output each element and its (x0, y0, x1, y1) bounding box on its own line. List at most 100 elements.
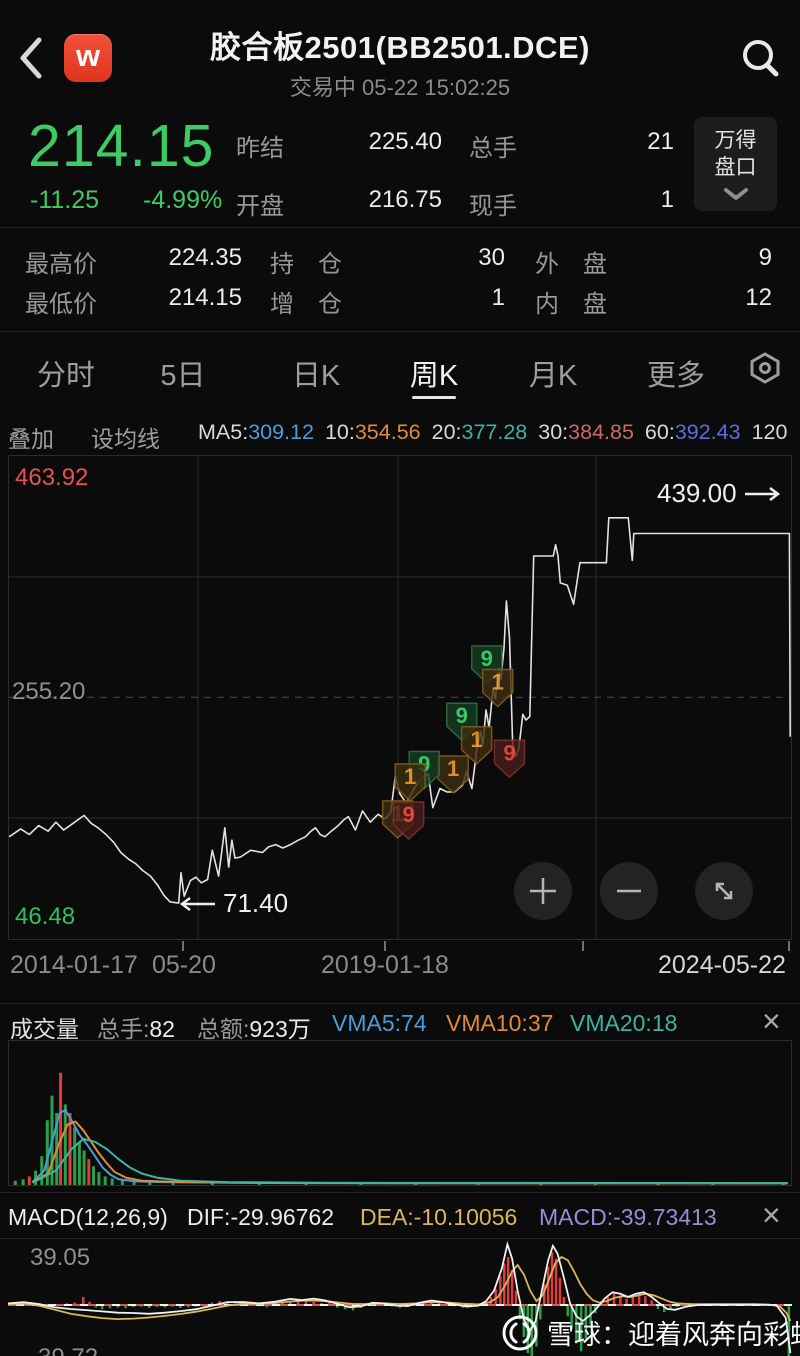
tab-daily-k[interactable]: 日K (291, 360, 341, 392)
volume-title: 成交量 (10, 1016, 79, 1042)
macd-hist-bar (575, 1305, 578, 1344)
macd-hist-bar (100, 1305, 104, 1309)
volume-bar (82, 1150, 86, 1185)
macd-hist-bar (566, 1305, 569, 1317)
watermark: 雪球：迎着风奔向彩虹 (501, 1313, 800, 1352)
tab-more[interactable]: 更多 (646, 360, 706, 392)
macd-hist-bar (579, 1305, 583, 1352)
macd-hist-bar (494, 1289, 497, 1305)
x-label-start: 2014-01-17 (10, 951, 138, 979)
ma-item: 30:384.85 (538, 420, 634, 444)
volume-bar (59, 1072, 63, 1185)
volume-ma-line-VMA20 (32, 1137, 788, 1185)
macd-hist-bar (147, 1305, 151, 1308)
macd-hist-bar (265, 1305, 268, 1308)
stat-value-low: 214.15 (168, 284, 242, 311)
hexagon-settings-icon (750, 352, 780, 384)
stat-value-high: 224.35 (168, 244, 242, 271)
volume-bar (77, 1141, 81, 1185)
volume-bar (210, 1182, 214, 1185)
set-ma-button[interactable]: 设均线 (91, 426, 160, 452)
tab-monthly-k[interactable]: 月K (528, 360, 578, 392)
tab-minute[interactable]: 分时 (36, 360, 96, 392)
ma-item: 20:377.28 (431, 420, 528, 444)
svg-text:9: 9 (481, 646, 493, 671)
volume-bar (87, 1159, 91, 1185)
svg-text:1: 1 (492, 670, 504, 695)
macd-close-button[interactable]: × (762, 1197, 781, 1233)
volume-bar (21, 1179, 25, 1185)
x-tick (182, 941, 184, 951)
x-label-end: 2024-05-22 (658, 951, 786, 979)
macd-chart-svg (8, 1240, 792, 1356)
volume-chart-area[interactable] (8, 1040, 792, 1186)
volume-bar (40, 1156, 44, 1185)
event-marker-red: 9 (392, 801, 425, 841)
fullscreen-button[interactable] (695, 862, 753, 920)
macd-hist-bar (343, 1305, 347, 1310)
macd-hist-bar (514, 1290, 518, 1305)
tab-weekly-k[interactable]: 周K (409, 360, 459, 392)
tab-5day[interactable]: 5日 (160, 360, 206, 392)
field-label-cur-vol: 现手 (469, 193, 517, 220)
panel-button-line1: 万得 (714, 129, 757, 152)
volume-bar (171, 1182, 175, 1185)
macd-hist-bar (543, 1284, 546, 1305)
back-button[interactable] (18, 34, 58, 82)
x-label-2: 05-20 (152, 951, 216, 979)
price-change-pct: -4.99% (143, 186, 223, 214)
event-marker-red: 9 (493, 739, 526, 779)
dif-value: DIF:-29.96762 (187, 1204, 335, 1230)
volume-zonge: 总额:923万 (197, 1016, 311, 1042)
macd-hist-bar (539, 1305, 542, 1320)
macd-hist-bar (518, 1305, 522, 1320)
macd-hist-bar (82, 1297, 85, 1305)
macd-hist-bar (210, 1302, 214, 1305)
macd-bottom-label: -39.72 (30, 1344, 98, 1356)
zoom-in-button[interactable] (514, 862, 572, 920)
x-tick (582, 941, 584, 951)
stat-value-inner-vol: 12 (745, 284, 772, 311)
macd-hist-bar (584, 1305, 588, 1339)
volume-ma-line-VMA10 (32, 1120, 788, 1185)
wind-order-book-button[interactable]: 万得 盘口 (694, 117, 777, 211)
macd-hist-bar (669, 1305, 672, 1310)
search-button[interactable] (738, 36, 784, 82)
kline-settings-button[interactable] (748, 352, 782, 384)
volume-bar (45, 1120, 49, 1185)
vma10-value: VMA10:37 (446, 1010, 554, 1036)
x-tick (788, 941, 790, 951)
volume-bar (27, 1176, 31, 1185)
volume-bar (132, 1180, 136, 1185)
volume-bar (97, 1172, 101, 1185)
macd-hist-bar (218, 1301, 221, 1305)
price-mid-label: 255.20 (12, 678, 86, 705)
stat-label-outer-vol: 外 盘 (535, 251, 607, 278)
macd-hist-bar (226, 1302, 229, 1305)
macd-hist-bar (304, 1300, 308, 1305)
field-label-open: 开盘 (236, 193, 284, 220)
minus-icon (617, 889, 641, 893)
macd-hist-bar (535, 1305, 538, 1347)
wind-app-icon[interactable]: w (64, 34, 112, 82)
macd-hist-bar (163, 1305, 167, 1308)
macd-hist-bar (124, 1305, 127, 1309)
macd-hist-bar (179, 1305, 182, 1308)
svg-text:9: 9 (456, 703, 468, 728)
zoom-out-button[interactable] (600, 862, 658, 920)
macd-hist-bar (499, 1276, 502, 1305)
vma20-value: VMA20:18 (570, 1010, 678, 1036)
macd-hist-bar (281, 1302, 284, 1305)
macd-hist-bar (546, 1266, 550, 1305)
macd-value: MACD:-39.73413 (539, 1204, 717, 1230)
volume-close-button[interactable]: × (762, 1003, 781, 1039)
search-icon (743, 40, 779, 77)
macd-chart-area[interactable] (8, 1240, 792, 1356)
price-chart-area[interactable]: 9191919119 463.92 255.20 46.48 439.00 71… (8, 455, 792, 940)
arrow-right-icon (744, 486, 780, 501)
low-price-annotation: 71.40 (179, 888, 288, 919)
last-price-annotation: 439.00 (657, 478, 783, 509)
macd-hist-bar (116, 1305, 119, 1308)
overlay-button[interactable]: 叠加 (8, 426, 54, 452)
macd-hist-bar (631, 1296, 635, 1305)
